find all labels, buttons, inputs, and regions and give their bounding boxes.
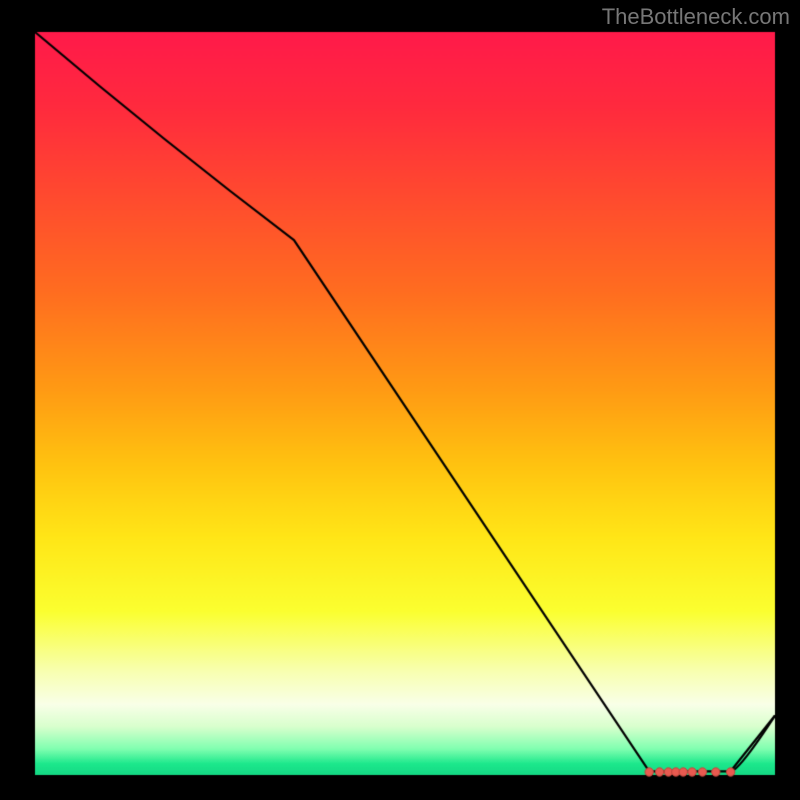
watermark-text: TheBottleneck.com: [602, 4, 790, 30]
bottleneck-chart-canvas: [0, 0, 800, 800]
chart-container: TheBottleneck.com: [0, 0, 800, 800]
